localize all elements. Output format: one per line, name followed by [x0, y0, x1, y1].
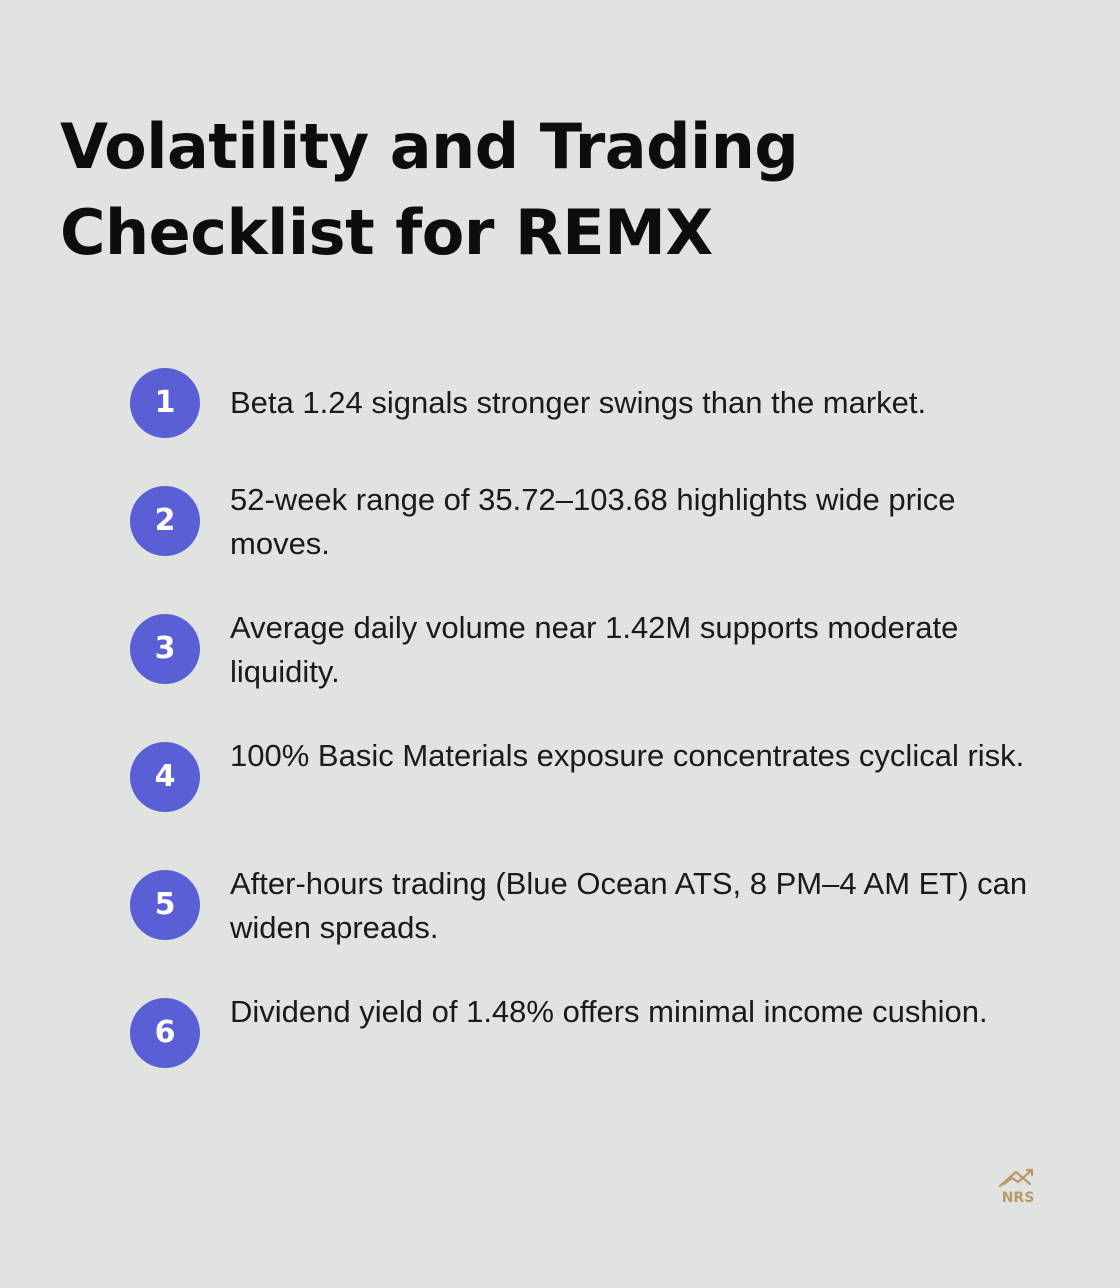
step-number-badge: 5	[130, 870, 200, 940]
step-number-badge: 6	[130, 998, 200, 1068]
step-number-badge: 1	[130, 368, 200, 438]
list-item-text: 52-week range of 35.72–103.68 highlights…	[230, 482, 956, 561]
step-number-badge: 4	[130, 742, 200, 812]
page-title: Volatility and Trading Checklist for REM…	[60, 110, 799, 269]
list-item-text: 100% Basic Materials exposure concentrat…	[230, 738, 1025, 773]
list-item-text: Beta 1.24 signals stronger swings than t…	[230, 385, 927, 420]
logo-text: NRS	[1002, 1190, 1035, 1206]
list-item-text: Average daily volume near 1.42M supports…	[230, 610, 959, 689]
step-number-badge: 3	[130, 614, 200, 684]
list-item-text: Dividend yield of 1.48% offers minimal i…	[230, 994, 988, 1029]
step-number-badge: 2	[130, 486, 200, 556]
nrs-logo: NRS	[994, 1164, 1042, 1206]
list-item-text: After-hours trading (Blue Ocean ATS, 8 P…	[230, 866, 1028, 945]
house-chart-logo-icon: NRS	[998, 1168, 1035, 1206]
